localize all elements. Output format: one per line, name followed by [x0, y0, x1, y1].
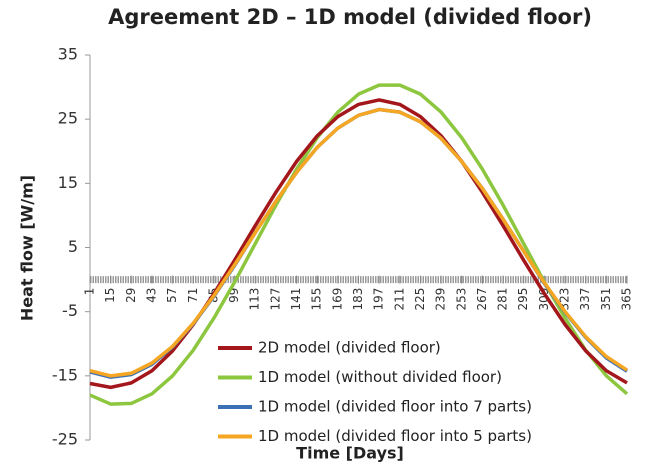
x-tick-label: 281	[496, 288, 510, 311]
y-tick-label: 25	[58, 109, 78, 128]
series-line	[89, 107, 628, 378]
y-axis-label: Heat flow [W/m]	[18, 175, 37, 321]
x-tick-label: 155	[310, 288, 324, 311]
chart-title: Agreement 2D – 1D model (divided floor)	[108, 5, 592, 29]
x-tick-label: 183	[351, 288, 365, 311]
x-tick-label: 309	[537, 288, 551, 311]
x-tick-label: 29	[124, 288, 138, 303]
x-tick-label: 197	[372, 288, 386, 311]
y-tick-label: 15	[58, 173, 78, 192]
x-tick-label: 113	[248, 288, 262, 311]
y-tick-label: -5	[62, 301, 78, 320]
x-tick-label: 141	[289, 288, 303, 311]
x-tick-label: 211	[392, 288, 406, 311]
y-tick-label: 5	[68, 237, 78, 256]
legend-label: 2D model (divided floor)	[258, 339, 441, 357]
x-tick-label: 253	[454, 288, 468, 311]
y-tick-label: -25	[52, 430, 78, 449]
x-tick-label: 267	[475, 288, 489, 311]
series-line	[89, 107, 628, 379]
x-tick-label: 239	[434, 288, 448, 311]
y-tick-label: 35	[58, 45, 78, 64]
series-line	[89, 98, 628, 390]
x-tick-label: 43	[144, 288, 158, 303]
x-tick-label: 169	[330, 288, 344, 311]
x-tick-label: 127	[268, 288, 282, 311]
x-tick-label: 71	[186, 288, 200, 303]
x-tick-label: 57	[165, 288, 179, 303]
y-tick-label: -15	[52, 365, 78, 384]
legend-label: 1D model (divided floor into 7 parts)	[258, 398, 532, 416]
x-tick-label: 225	[413, 288, 427, 311]
x-tick-label: 1	[83, 288, 97, 296]
x-tick-label: 365	[620, 288, 634, 311]
x-tick-label: 295	[516, 288, 530, 311]
legend-label: 1D model (without divided floor)	[258, 368, 502, 386]
legend-label: 1D model (divided floor into 5 parts)	[258, 427, 532, 445]
x-tick-label: 351	[599, 288, 613, 311]
x-tick-label: 15	[103, 288, 117, 303]
x-axis-label: Time [Days]	[296, 444, 404, 463]
x-tick-label: 337	[578, 288, 592, 311]
